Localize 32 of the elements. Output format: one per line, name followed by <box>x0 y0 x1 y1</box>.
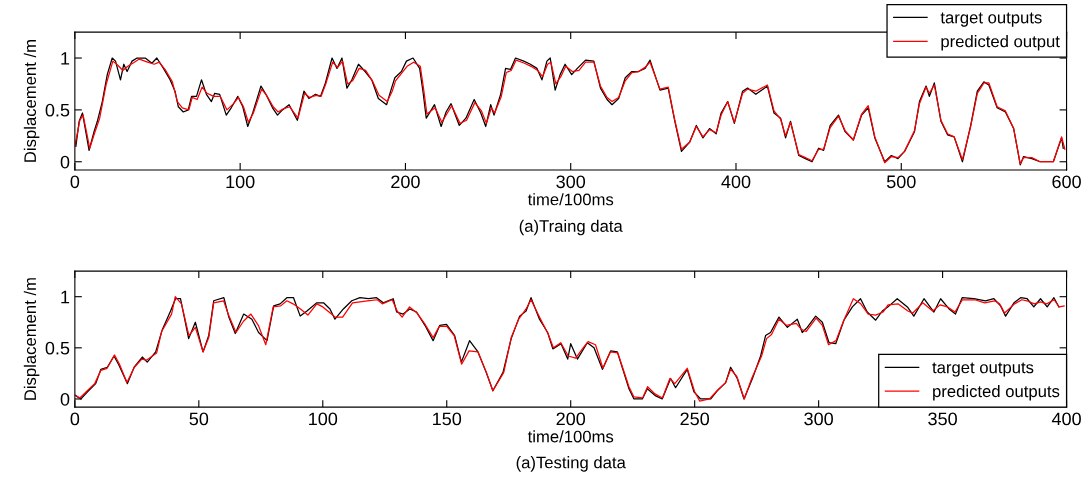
text: (a)Traing data <box>519 219 623 236</box>
x-tick-label: 100 <box>309 412 338 426</box>
y-axis-title: Displacement /m <box>23 40 40 162</box>
x-tick-label: 600 <box>1052 175 1081 189</box>
x-tick-label: 300 <box>556 175 586 189</box>
x-tick-label: 400 <box>721 175 751 189</box>
x-tick-label: 50 <box>189 412 209 426</box>
x-tick-label: 200 <box>556 412 586 426</box>
legend-label: predicted output <box>941 35 1060 51</box>
x-tick-label: 300 <box>804 412 833 426</box>
x-tick-label: 100 <box>226 175 255 189</box>
y-tick-label: 0.5 <box>45 103 70 117</box>
y-tick-label: 0 <box>60 392 70 406</box>
y-tick-label: 0.5 <box>45 341 70 355</box>
x-axis-title: time/100ms <box>527 430 614 443</box>
x-tick-label: 0 <box>70 175 80 189</box>
text: (a)Testing data <box>516 456 626 472</box>
x-tick-label: 0 <box>70 412 80 426</box>
y-tick-label: 1 <box>61 52 70 65</box>
x-tick-label: 200 <box>391 175 420 189</box>
x-tick-label: 250 <box>680 412 710 426</box>
x-tick-label: 500 <box>886 175 916 189</box>
legend-label: predicted outputs <box>933 384 1060 401</box>
x-tick-label: 400 <box>1051 412 1081 426</box>
y-tick-label: 0 <box>60 155 70 169</box>
x-tick-label: 150 <box>433 412 462 426</box>
legend-label: target outputs <box>940 12 1042 27</box>
legend-label: target outputs <box>932 362 1034 377</box>
y-tick-label: 1 <box>61 290 70 304</box>
x-axis-title: time/100ms <box>527 193 614 206</box>
x-tick-label: 350 <box>928 412 957 426</box>
y-axis-title: Displacement /m <box>23 278 40 400</box>
